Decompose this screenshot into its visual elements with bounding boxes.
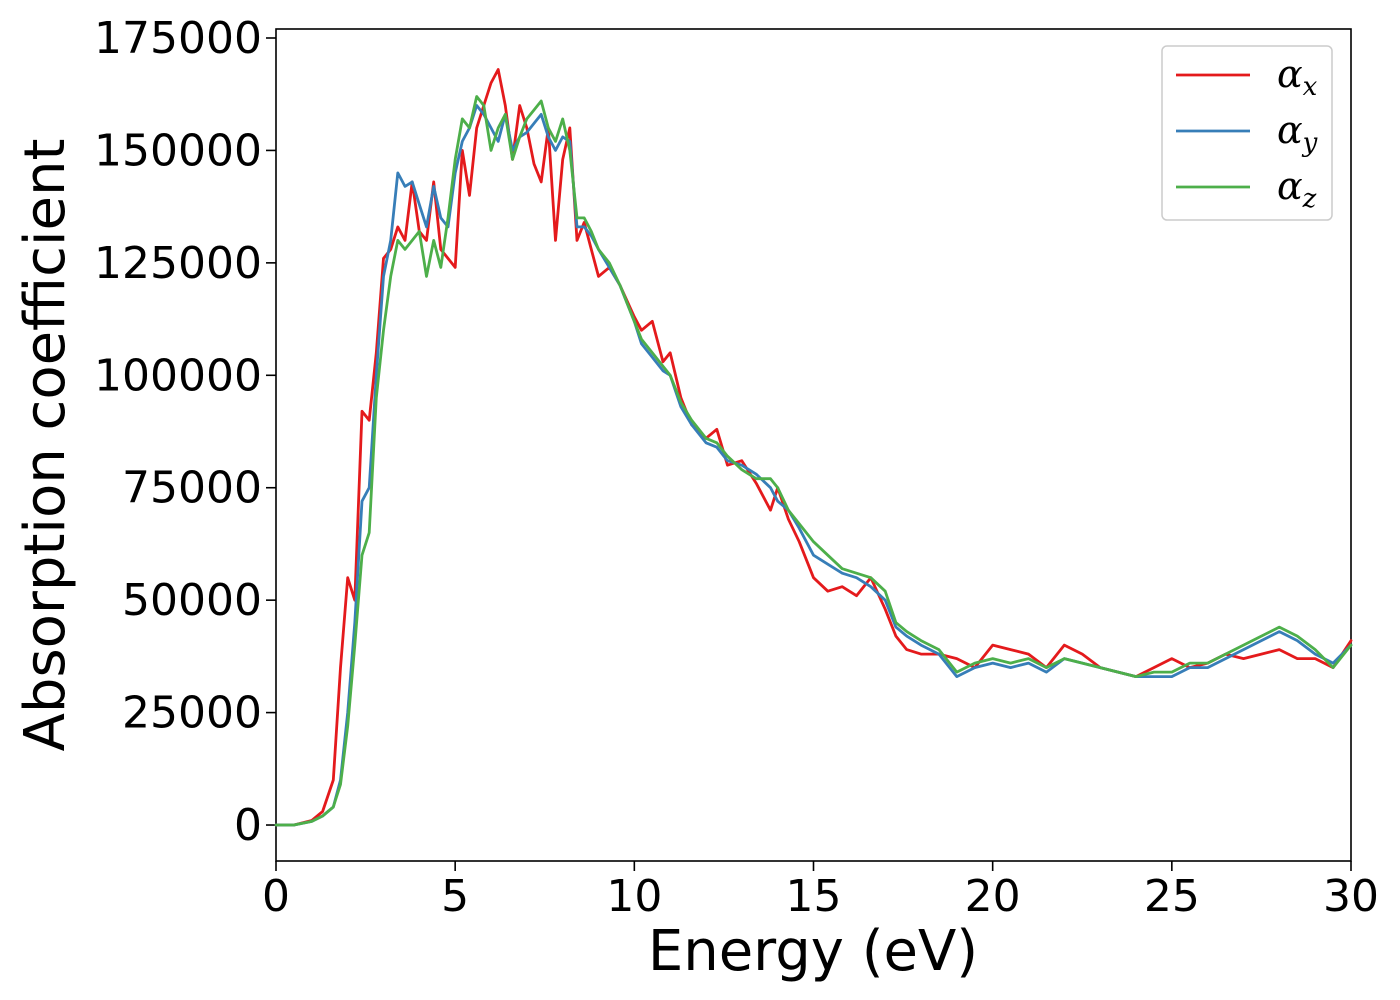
legend-symbol: α	[1277, 164, 1303, 208]
y-axis-label: Absorption coefficient	[13, 139, 78, 752]
x-tick-label: 5	[441, 871, 469, 922]
series-line-z	[274, 95, 1353, 827]
series-line-x	[274, 68, 1353, 827]
x-axis-label: Energy (eV)	[648, 919, 978, 984]
x-tick-label: 15	[786, 871, 842, 922]
legend-symbol: α	[1277, 52, 1303, 96]
y-tick-label: 25000	[122, 688, 262, 739]
x-tick-label: 25	[1144, 871, 1200, 922]
legend-subscript: z	[1302, 184, 1317, 214]
series-layer	[274, 68, 1353, 827]
y-tick-label: 150000	[94, 125, 262, 176]
y-tick-label: 125000	[94, 238, 262, 289]
legend-symbol: α	[1277, 108, 1303, 152]
y-tick-label: 75000	[122, 463, 262, 514]
x-axis-ticks: 0 5 10 15 20 25 30	[262, 861, 1379, 922]
x-tick-label: 0	[262, 871, 290, 922]
y-tick-label: 175000	[94, 13, 262, 64]
y-tick-label: 100000	[94, 350, 262, 401]
x-tick-label: 10	[606, 871, 662, 922]
x-tick-label: 30	[1323, 871, 1379, 922]
y-tick-label: 50000	[122, 575, 262, 626]
y-axis-ticks: 0 25000 50000 75000 100000 125000 150000 175000	[94, 13, 276, 851]
legend-subscript: y	[1302, 128, 1318, 158]
legend-entry-x: αx	[1277, 52, 1318, 102]
legend-box	[1161, 45, 1333, 221]
legend-subscript: x	[1303, 72, 1318, 102]
legend-entry-y: αy	[1277, 108, 1318, 158]
x-tick-label: 20	[965, 871, 1021, 922]
y-tick-label: 0	[234, 800, 262, 851]
legend-entry-z: αz	[1277, 164, 1317, 214]
